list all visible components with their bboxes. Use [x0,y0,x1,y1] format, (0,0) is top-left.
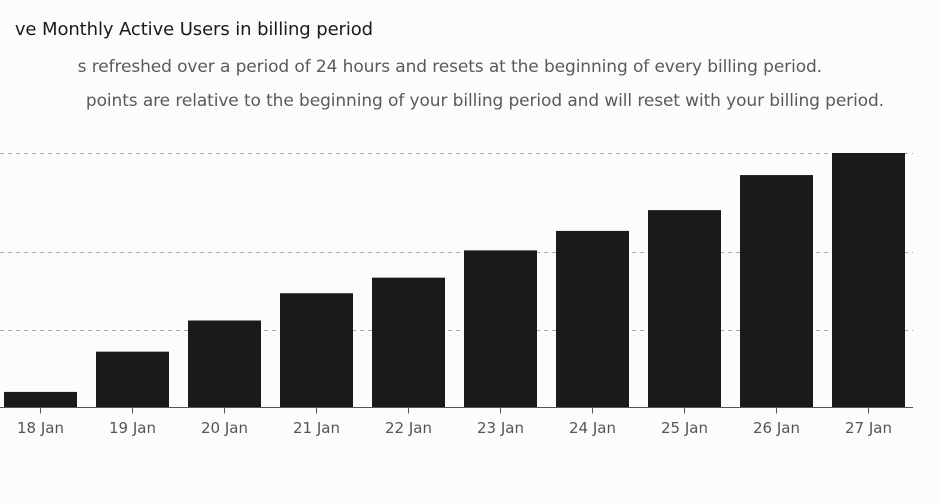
bar-21-jan [280,293,353,408]
bar-22-jan [372,277,445,408]
x-tick-label: 23 Jan [477,419,524,437]
bar-20-jan [188,320,261,408]
x-tick-label: 19 Jan [109,419,156,437]
bar-18-jan [4,391,77,408]
bar-27-jan [832,153,905,408]
x-tick-label: 22 Jan [385,419,432,437]
bar-19-jan [96,351,169,408]
bars [4,153,905,408]
bar-26-jan [740,175,813,408]
x-tick-label: 26 Jan [753,419,800,437]
x-tick-label: 21 Jan [293,419,340,437]
x-tick-label: 27 Jan [845,419,892,437]
chart-header: ve Monthly Active Users in billing perio… [0,0,942,130]
x-axis-ticks: 18 Jan 19 Jan 20 Jan 21 Jan 22 Jan 23 Jan 24 J… [17,407,892,437]
x-tick-label: 25 Jan [661,419,708,437]
chart-title: ve Monthly Active Users in billing perio… [14,19,373,40]
bar-24-jan [556,230,629,408]
chart-description-line-2: points are relative to the beginning of … [85,91,884,111]
x-tick-label: 24 Jan [569,419,616,437]
x-tick-label: 20 Jan [201,419,248,437]
bar-23-jan [464,250,537,408]
bar-25-jan [648,210,721,408]
x-tick-label: 18 Jan [17,419,64,437]
chart-description-line-1: s refreshed over a period of 24 hours an… [77,57,822,77]
